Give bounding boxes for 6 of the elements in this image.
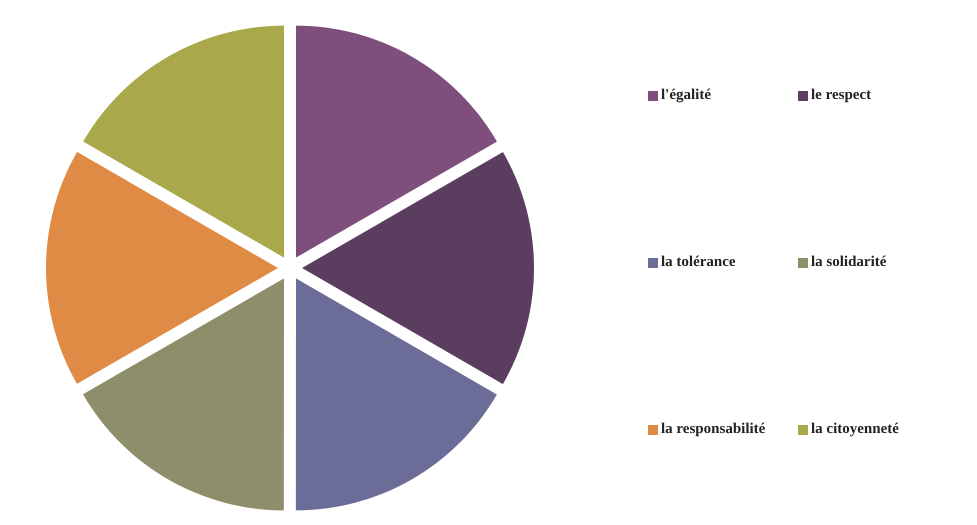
legend-label: la tolérance xyxy=(661,254,736,271)
legend-label: la responsabilité xyxy=(661,421,766,438)
legend-label: le respect xyxy=(811,87,872,104)
legend-label: l'égalité xyxy=(661,87,711,104)
legend-label: la citoyenneté xyxy=(811,421,899,438)
legend-label: la solidarité xyxy=(811,254,886,271)
